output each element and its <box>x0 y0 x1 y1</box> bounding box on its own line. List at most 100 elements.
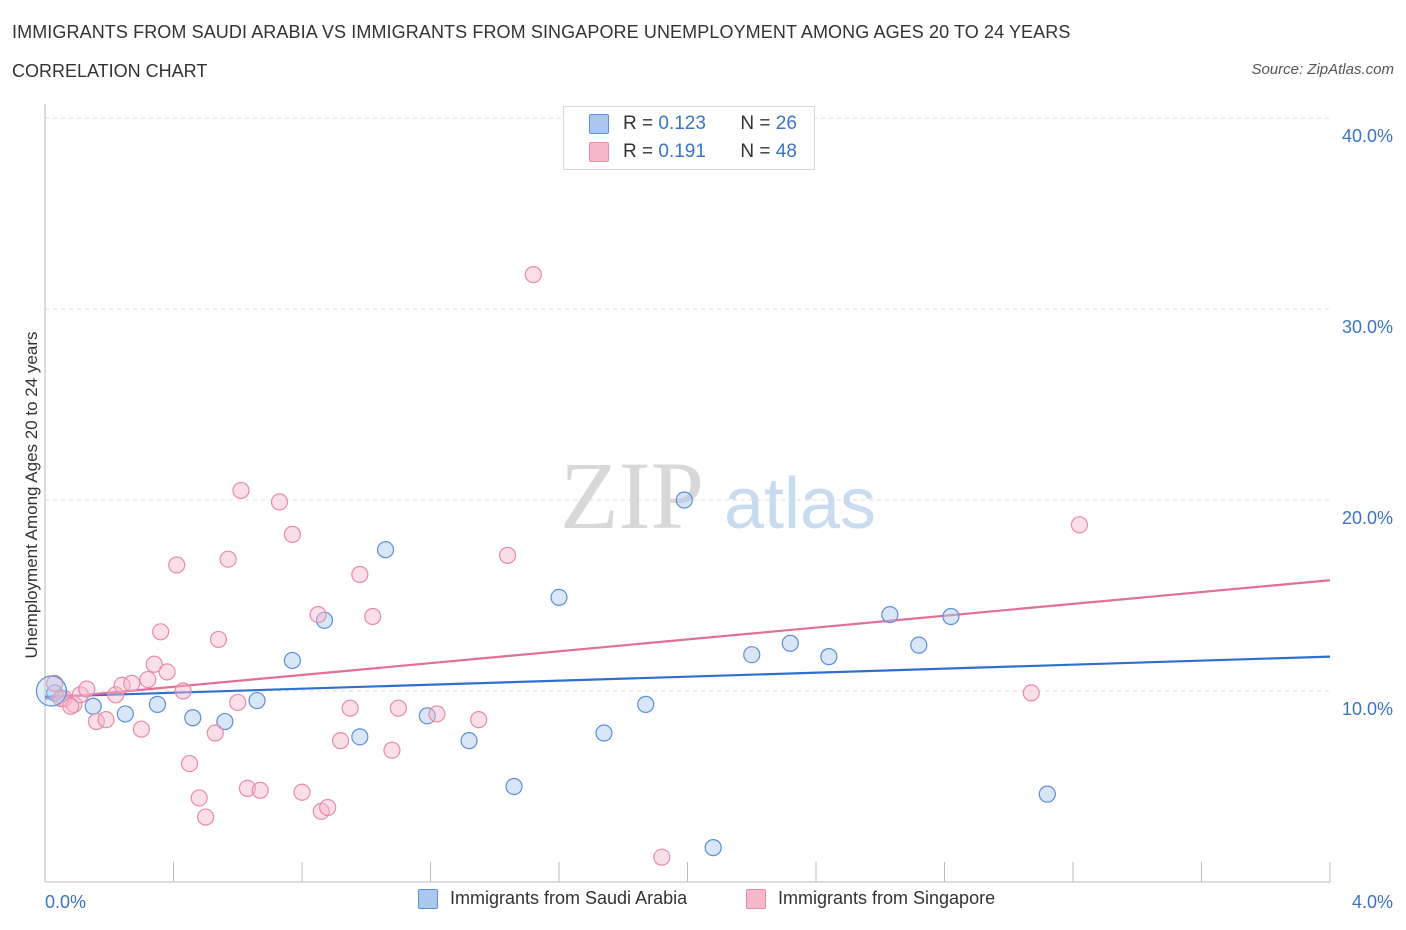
legend-r-value: 0.191 <box>658 141 706 162</box>
data-point-pink <box>62 697 80 715</box>
data-point-pink <box>158 663 176 681</box>
legend-r-label: R = <box>623 141 654 162</box>
data-point-blue <box>550 588 568 607</box>
data-point-blue <box>781 634 799 652</box>
data-point-blue <box>84 697 102 715</box>
y-tick-labels: 10.0% 20.0% 30.0% 40.0% <box>1342 126 1393 719</box>
data-point-pink <box>229 693 247 712</box>
data-point-pink <box>319 798 337 817</box>
data-point-blue <box>248 691 266 710</box>
data-point-pink <box>309 605 327 624</box>
series-swatch-blue <box>418 888 438 909</box>
data-point-blue <box>184 709 202 727</box>
data-point-blue <box>704 839 722 857</box>
data-point-blue <box>595 724 613 742</box>
data-point-pink <box>1022 684 1040 702</box>
data-point-blue <box>505 777 523 796</box>
data-point-pink <box>46 674 64 692</box>
data-point-blue <box>351 728 369 746</box>
trend-lines <box>44 579 1331 700</box>
legend-swatch-blue <box>589 114 609 134</box>
axes <box>44 104 1331 883</box>
data-point-blue <box>637 695 655 713</box>
data-point-pink <box>364 607 382 626</box>
data-point-pink <box>97 711 115 729</box>
watermark-zip: ZIP <box>560 442 704 549</box>
data-point-blue <box>46 684 64 702</box>
data-point-pink <box>145 655 163 673</box>
series-swatch-pink <box>746 888 766 909</box>
data-point-blue <box>283 651 301 670</box>
data-point-pink <box>524 266 542 284</box>
legend-r-value: 0.123 <box>658 113 706 134</box>
legend-row-saudi: R = 0.123 N = 26 <box>589 113 797 135</box>
data-point-pink <box>331 732 350 750</box>
data-point-blue <box>675 491 693 509</box>
data-point-pink <box>389 699 407 717</box>
data-point-blue <box>460 732 478 750</box>
data-point-blue <box>116 705 134 723</box>
y-tick-label: 20.0% <box>1342 508 1393 528</box>
x-tick-min: 0.0% <box>45 892 86 912</box>
data-point-blue <box>942 607 960 626</box>
data-point-pink <box>180 754 199 773</box>
watermark-atlas: atlas <box>724 464 876 544</box>
legend-swatch-pink <box>589 142 609 162</box>
data-point-pink <box>197 808 215 826</box>
data-point-pink <box>232 481 250 500</box>
data-point-pink <box>383 741 401 759</box>
x-tick-labels: 0.0% 4.0% <box>45 892 1393 912</box>
data-point-blue <box>910 636 928 654</box>
data-point-blue <box>148 695 167 713</box>
data-point-pink <box>219 550 237 568</box>
data-point-pink <box>428 705 446 723</box>
data-point-pink <box>190 789 208 807</box>
legend-n-label: N = <box>740 141 771 162</box>
data-point-pink <box>168 556 186 574</box>
data-point-pink <box>1070 516 1089 534</box>
data-point-blue <box>315 611 334 629</box>
trend-line-blue <box>44 655 1331 698</box>
data-point-blue <box>1038 785 1056 803</box>
data-point-pink <box>341 699 359 717</box>
y-tick-label: 10.0% <box>1342 699 1393 719</box>
legend-n-value: 48 <box>775 141 797 162</box>
series-legend-singapore: Immigrants from Singapore <box>746 888 995 909</box>
data-point-pink <box>78 680 96 698</box>
data-point-blue <box>376 541 395 559</box>
legend-n-label: N = <box>740 113 771 134</box>
data-point-pink <box>209 630 228 649</box>
data-point-pink <box>123 674 141 692</box>
data-point-pink <box>132 720 150 738</box>
y-tick-label: 40.0% <box>1342 126 1393 146</box>
data-point-pink <box>653 848 671 866</box>
y-axis-label: Unemployment Among Ages 20 to 24 years <box>22 331 41 659</box>
data-point-blue <box>743 646 761 664</box>
data-point-pink <box>174 682 192 700</box>
data-point-pink <box>351 565 369 584</box>
data-point-pink <box>499 546 517 564</box>
source-label: Source: ZipAtlas.com <box>1251 61 1394 78</box>
data-point-pink <box>283 525 301 543</box>
watermark: ZIP atlas <box>560 442 876 549</box>
data-point-pink <box>71 686 89 704</box>
y-tick-label: 30.0% <box>1342 317 1393 337</box>
data-point-pink <box>251 781 269 799</box>
data-point-cluster <box>35 675 68 707</box>
chart-subtitle: CORRELATION CHART <box>12 61 208 81</box>
data-point-pink <box>270 493 289 511</box>
legend-row-singapore: R = 0.191 N = 48 <box>589 141 797 163</box>
legend-n-value: 26 <box>775 113 797 134</box>
data-point-pink <box>470 711 488 729</box>
chart-title: IMMIGRANTS FROM SAUDI ARABIA VS IMMIGRAN… <box>12 22 1071 42</box>
series-label-saudi: Immigrants from Saudi Arabia <box>450 888 688 908</box>
data-point-pink <box>206 724 224 742</box>
stats-legend: R = 0.123 N = 26 R = 0.191 N = 48 <box>563 106 815 170</box>
data-point-pink <box>238 779 256 798</box>
grid-lines <box>45 117 1330 692</box>
data-points <box>35 266 1089 866</box>
data-point-blue <box>881 605 899 624</box>
data-point-pink <box>107 686 125 704</box>
series-legend-saudi: Immigrants from Saudi Arabia <box>418 888 687 909</box>
